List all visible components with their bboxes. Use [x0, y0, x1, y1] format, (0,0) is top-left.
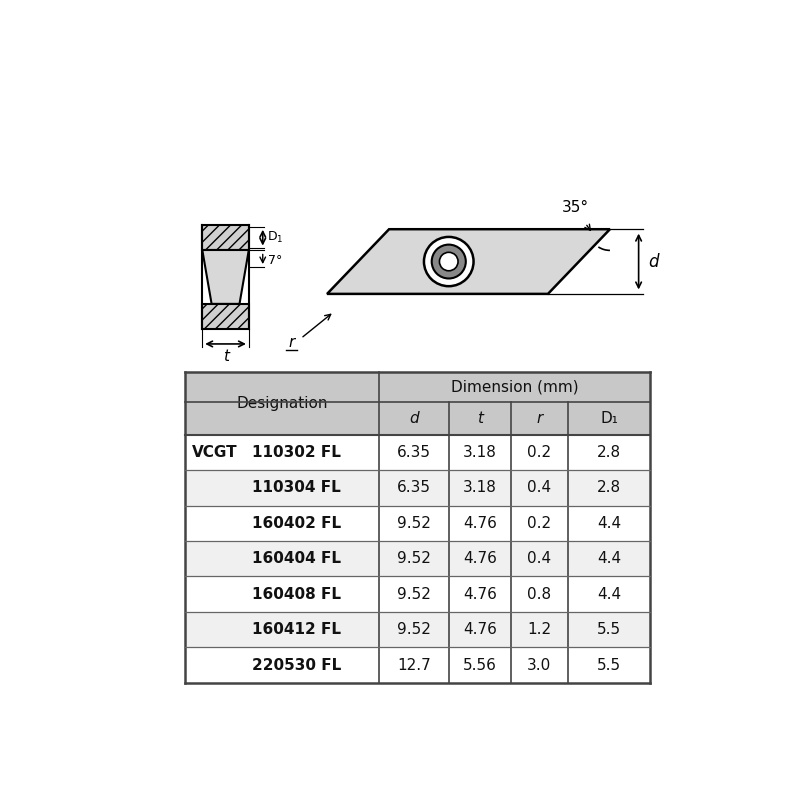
Circle shape [424, 237, 474, 286]
Polygon shape [186, 506, 650, 541]
Polygon shape [202, 304, 249, 329]
Polygon shape [186, 612, 650, 647]
Text: 4.4: 4.4 [597, 551, 622, 566]
Text: 110304 FL: 110304 FL [252, 481, 341, 495]
Text: d: d [648, 253, 658, 270]
Polygon shape [186, 470, 650, 506]
Text: 0.4: 0.4 [527, 551, 551, 566]
Text: 35°: 35° [562, 200, 589, 215]
Text: 9.52: 9.52 [397, 622, 431, 637]
Text: Dimension (mm): Dimension (mm) [451, 379, 578, 394]
Polygon shape [186, 372, 650, 435]
Text: Designation: Designation [236, 396, 328, 410]
Text: VCGT: VCGT [191, 445, 237, 460]
Polygon shape [186, 541, 650, 577]
Polygon shape [186, 435, 650, 470]
Text: 9.52: 9.52 [397, 516, 431, 531]
Text: 4.4: 4.4 [597, 516, 622, 531]
Text: 4.76: 4.76 [463, 551, 497, 566]
Text: 3.0: 3.0 [527, 658, 551, 673]
Text: D$_1$: D$_1$ [266, 230, 283, 246]
Text: 6.35: 6.35 [397, 445, 431, 460]
Text: 5.56: 5.56 [463, 658, 497, 673]
Text: 9.52: 9.52 [397, 551, 431, 566]
Text: 4.76: 4.76 [463, 622, 497, 637]
Text: d: d [409, 411, 418, 426]
Polygon shape [186, 647, 650, 682]
Text: 12.7: 12.7 [397, 658, 430, 673]
Text: 6.35: 6.35 [397, 481, 431, 495]
Text: 2.8: 2.8 [597, 445, 622, 460]
Text: 0.2: 0.2 [527, 445, 551, 460]
Text: 2.8: 2.8 [597, 481, 622, 495]
Text: r: r [288, 335, 294, 350]
Text: 0.2: 0.2 [527, 516, 551, 531]
Text: 0.4: 0.4 [527, 481, 551, 495]
Text: 3.18: 3.18 [463, 445, 497, 460]
Polygon shape [186, 577, 650, 612]
Text: 4.76: 4.76 [463, 586, 497, 602]
Text: 220530 FL: 220530 FL [252, 658, 341, 673]
Text: 160402 FL: 160402 FL [252, 516, 341, 531]
Text: 7°: 7° [268, 254, 282, 267]
Text: 160412 FL: 160412 FL [252, 622, 341, 637]
Text: 9.52: 9.52 [397, 586, 431, 602]
Text: 4.4: 4.4 [597, 586, 622, 602]
Text: 4.76: 4.76 [463, 516, 497, 531]
Text: 5.5: 5.5 [597, 622, 622, 637]
Text: 5.5: 5.5 [597, 658, 622, 673]
Polygon shape [327, 230, 610, 294]
Text: t: t [222, 349, 229, 364]
Text: 1.2: 1.2 [527, 622, 551, 637]
Text: 110302 FL: 110302 FL [252, 445, 341, 460]
Text: D₁: D₁ [600, 411, 618, 426]
Circle shape [439, 252, 458, 270]
Text: t: t [477, 411, 482, 426]
Text: 3.18: 3.18 [463, 481, 497, 495]
Text: 160408 FL: 160408 FL [252, 586, 341, 602]
Polygon shape [202, 250, 249, 304]
Circle shape [432, 245, 466, 278]
Text: 0.8: 0.8 [527, 586, 551, 602]
Text: r: r [536, 411, 542, 426]
Text: 160404 FL: 160404 FL [252, 551, 341, 566]
Polygon shape [202, 226, 249, 250]
